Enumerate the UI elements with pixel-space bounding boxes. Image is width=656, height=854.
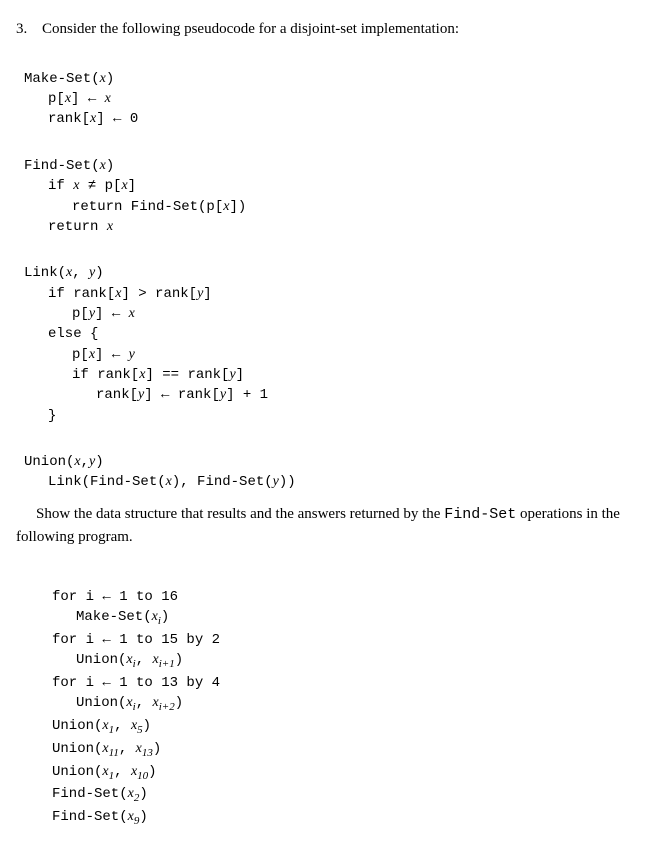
prog-l7: Union(x1, x5) — [52, 718, 151, 734]
link-l1: if rank[x] > rank[y] — [24, 286, 212, 302]
prog-l3: for i ← 1 to 15 by 2 — [52, 632, 220, 648]
prog-l4: Union(xi, xi+1) — [52, 652, 183, 668]
link-l6: rank[y] ← rank[y] + 1 — [24, 387, 268, 403]
prog-l2: Make-Set(xi) — [52, 609, 169, 625]
link-sig: Link(x, y) — [24, 265, 104, 281]
link-l4: p[x] ← y — [24, 347, 135, 363]
problem-header: 3. Consider the following pseudocode for… — [16, 18, 640, 41]
union-block: Union(x,y) Link(Find-Set(x), Find-Set(y)… — [24, 432, 640, 493]
makeset-sig: Make-Set(x) — [24, 71, 114, 87]
prog-l5: for i ← 1 to 13 by 4 — [52, 675, 220, 691]
findset-l3: return x — [24, 219, 113, 235]
prog-l6: Union(xi, xi+2) — [52, 695, 183, 711]
makeset-block: Make-Set(x) p[x] ← x rank[x] ← 0 — [24, 49, 640, 130]
problem-intro: Consider the following pseudocode for a … — [42, 18, 459, 41]
problem-number: 3. — [16, 18, 36, 41]
findset-block: Find-Set(x) if x ≠ p[x] return Find-Set(… — [24, 136, 640, 237]
link-l2: p[y] ← x — [24, 306, 135, 322]
makeset-l2: rank[x] ← 0 — [24, 111, 138, 127]
findset-l1: if x ≠ p[x] — [24, 178, 136, 194]
prog-l1: for i ← 1 to 16 — [52, 589, 178, 605]
findset-sig: Find-Set(x) — [24, 158, 114, 174]
link-l5: if rank[x] == rank[y] — [24, 367, 244, 383]
link-block: Link(x, y) if rank[x] > rank[y] p[y] ← x… — [24, 243, 640, 426]
union-sig: Union(x,y) — [24, 454, 104, 470]
link-l3: else { — [24, 326, 98, 342]
prog-l10: Find-Set(x2) — [52, 786, 148, 802]
findset-l2: return Find-Set(p[x]) — [24, 199, 246, 215]
prog-l9: Union(x1, x10) — [52, 764, 157, 780]
question-text: Show the data structure that results and… — [16, 503, 640, 549]
makeset-l1: p[x] ← x — [24, 91, 111, 107]
link-l7: } — [24, 408, 56, 424]
prog-l8: Union(x11, x13) — [52, 741, 161, 757]
union-l1: Link(Find-Set(x), Find-Set(y)) — [24, 474, 296, 490]
prog-l11: Find-Set(x9) — [52, 809, 148, 825]
program-block: for i ← 1 to 16 Make-Set(xi) for i ← 1 t… — [52, 567, 640, 830]
